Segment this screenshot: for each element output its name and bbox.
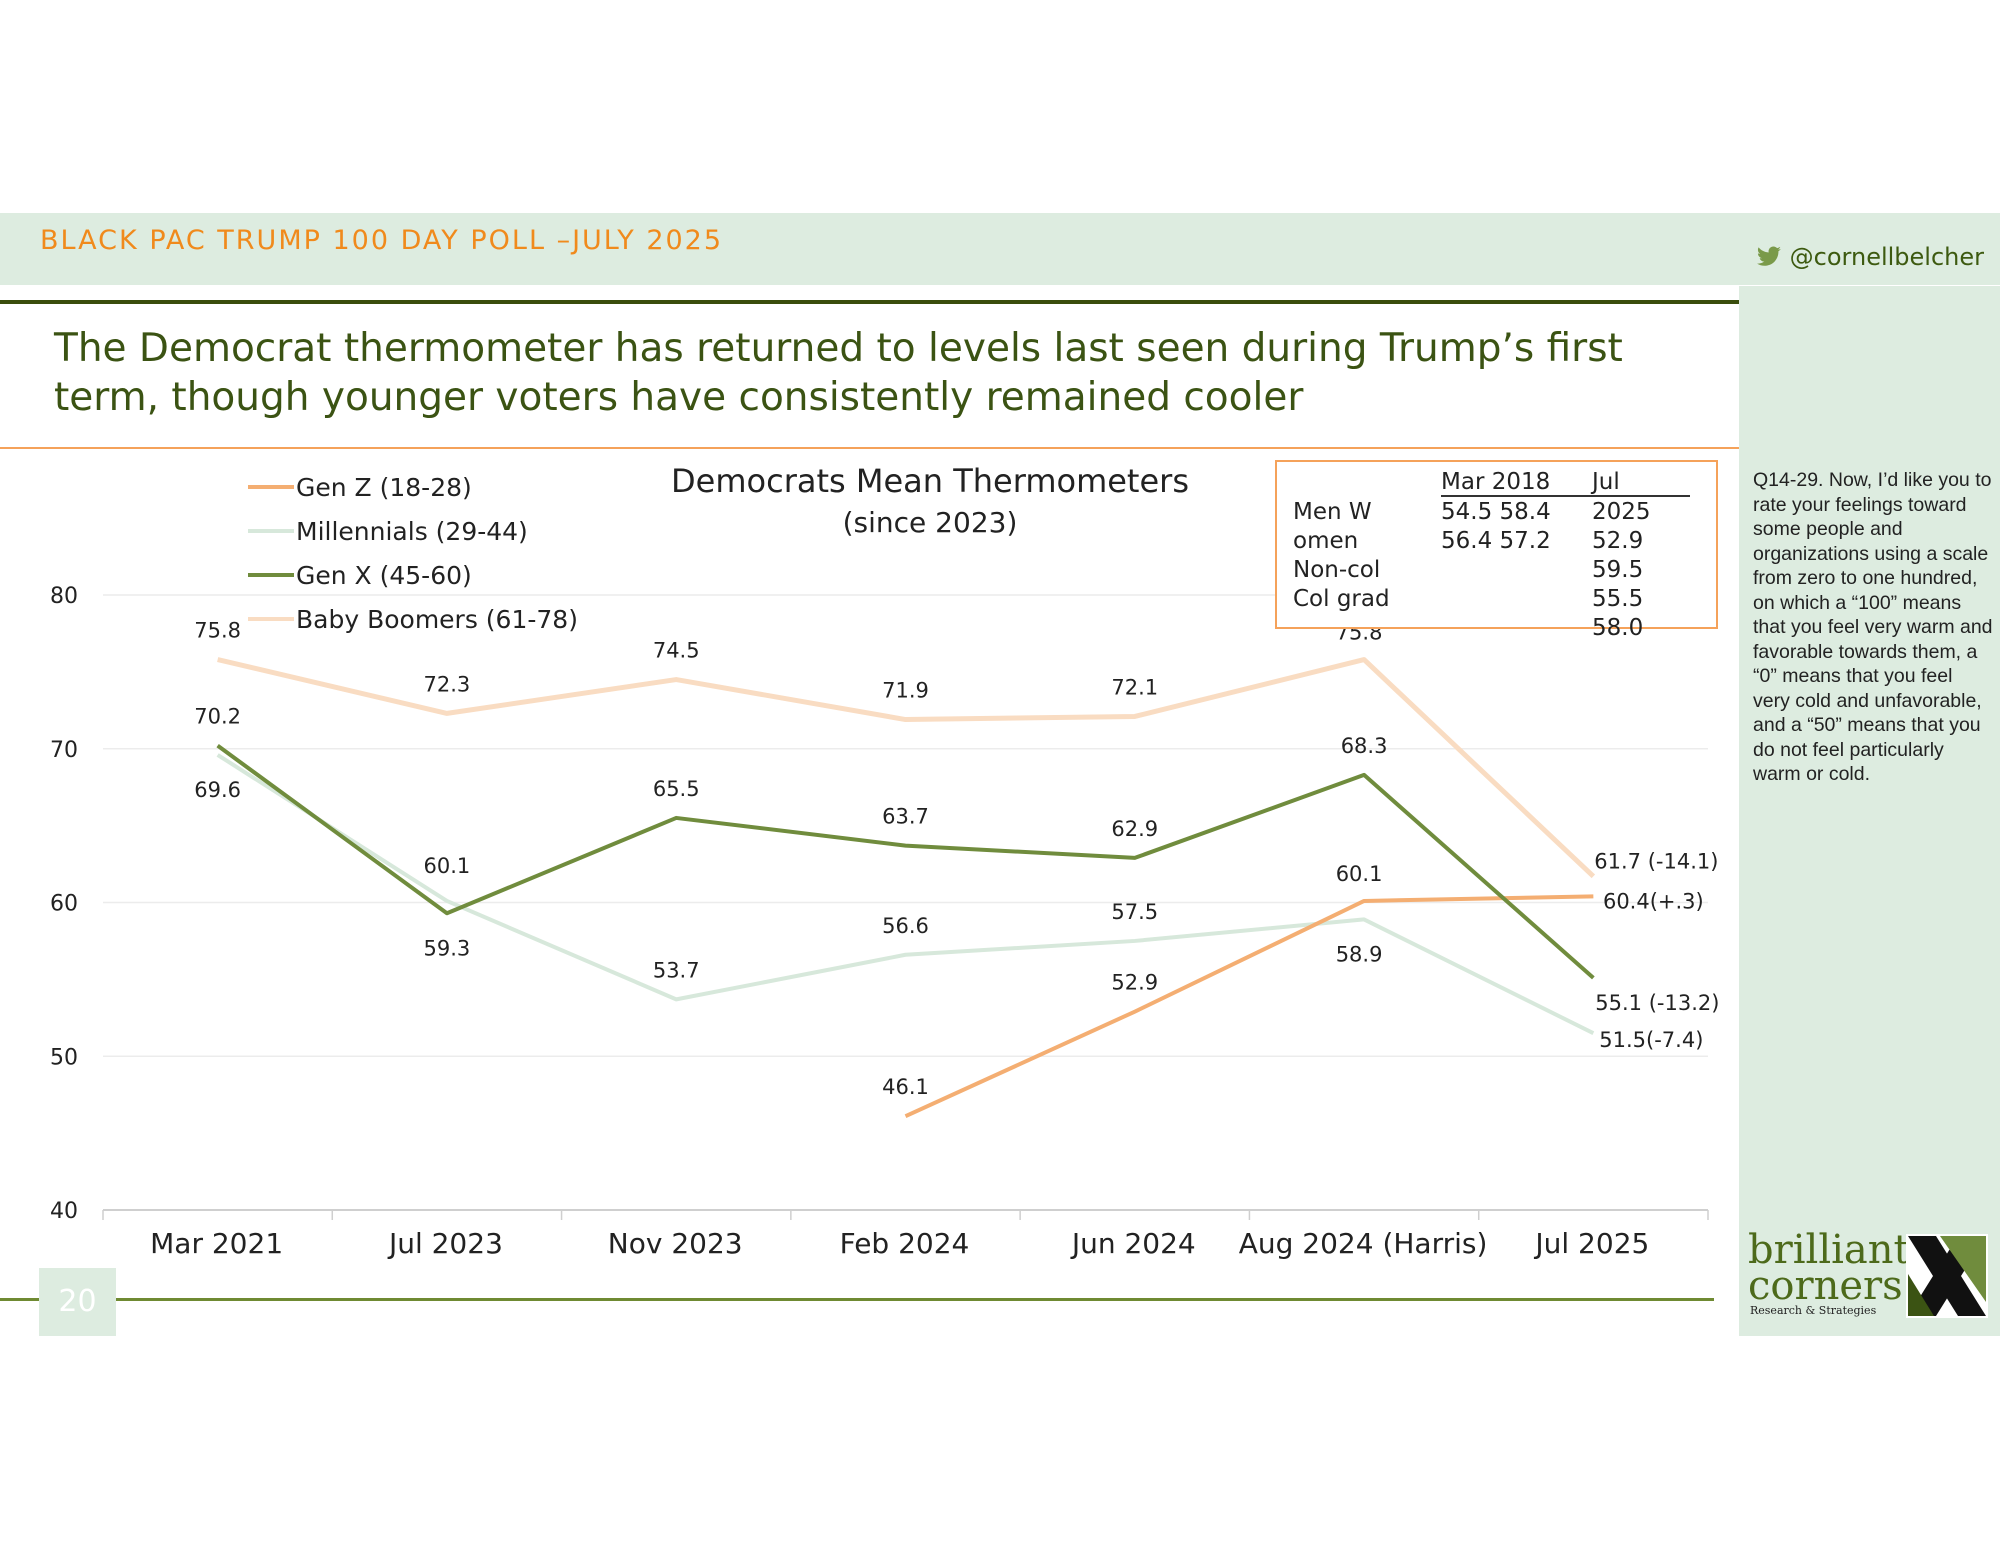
- footer-rule-left: [0, 1298, 39, 1301]
- y-tick-label: 60: [50, 892, 78, 917]
- data-label: 57.5: [1111, 900, 1158, 924]
- logo-tagline: Research & Strategies: [1750, 1304, 1877, 1317]
- page-number: 20: [39, 1268, 116, 1336]
- data-label: 55.1 (-13.2): [1595, 991, 1719, 1015]
- data-label: 74.5: [653, 639, 700, 663]
- inset-cell: 56.4 57.2: [1441, 528, 1551, 554]
- inset-col-mar2018: 54.5 58.4 56.4 57.2: [1441, 498, 1551, 556]
- logo-line-2: corners: [1748, 1263, 1903, 1309]
- legend-item-millennials: Millennials (29-44): [248, 509, 578, 553]
- x-tick-label: Feb 2024: [840, 1227, 970, 1260]
- data-label: 63.7: [882, 805, 929, 829]
- sidebar-panel: [1739, 286, 2000, 1336]
- inset-col-jul2025: 2025 52.9 59.5 55.5 58.0: [1592, 498, 1651, 643]
- x-tick-label: Nov 2023: [608, 1227, 743, 1260]
- logo-wordmark: brilliant corners: [1748, 1227, 1910, 1309]
- series-line: [217, 657, 1596, 879]
- twitter-bird-icon: [1756, 246, 1781, 266]
- logo-line-1: brilliant: [1748, 1227, 1910, 1273]
- data-label: 58.9: [1336, 942, 1383, 966]
- data-label: 68.3: [1341, 734, 1388, 758]
- data-label: 69.6: [194, 778, 241, 802]
- series-line: [904, 894, 1594, 1119]
- y-tick-label: 80: [50, 584, 78, 609]
- data-label: 52.9: [1111, 971, 1158, 995]
- data-label: 56.6: [882, 914, 929, 938]
- legend-label: Baby Boomers (61-78): [296, 604, 578, 634]
- inset-cell: 55.5: [1592, 586, 1644, 612]
- slide-headline: The Democrat thermometer has returned to…: [54, 326, 1623, 420]
- data-label: 59.3: [424, 936, 471, 960]
- inset-label: Non-col: [1293, 557, 1381, 583]
- series-line: [216, 744, 1595, 980]
- legend-swatch: [248, 485, 294, 489]
- data-label: 60.4(+.3): [1603, 889, 1704, 913]
- data-label: 46.1: [882, 1075, 929, 1099]
- legend-label: Gen Z (18-28): [296, 472, 472, 502]
- inset-label: omen: [1293, 528, 1359, 554]
- line-chart: 40 50 60 70 80 Mar 2021 Jul 2023 Nov 2023 Feb 20…: [50, 584, 1719, 1260]
- y-tick-label: 70: [50, 738, 78, 763]
- x-tick-label: Mar 2021: [150, 1227, 283, 1260]
- data-label: 60.1: [424, 854, 471, 878]
- headline-divider: [0, 447, 1739, 449]
- header-divider: [0, 300, 2000, 304]
- twitter-handle[interactable]: @cornellbelcher: [1756, 243, 1984, 271]
- x-tick-label: Jun 2024: [1070, 1227, 1196, 1260]
- header-band: [0, 213, 2000, 285]
- data-label: 71.9: [882, 679, 929, 703]
- inset-cell: 58.0: [1592, 615, 1644, 641]
- handle-text: @cornellbelcher: [1789, 243, 1984, 271]
- data-label: 53.7: [653, 958, 700, 982]
- legend-item-gen-z: Gen Z (18-28): [248, 465, 578, 509]
- inset-header-1: Mar 2018: [1441, 469, 1551, 495]
- x-tick-label: Aug 2024 (Harris): [1239, 1227, 1488, 1260]
- legend-item-gen-x: Gen X (45-60): [248, 553, 578, 597]
- legend-item-boomers: Baby Boomers (61-78): [248, 597, 578, 641]
- legend-swatch: [248, 529, 294, 533]
- legend-label: Gen X (45-60): [296, 560, 472, 590]
- data-label: 60.1: [1336, 862, 1383, 886]
- legend-label: Millennials (29-44): [296, 516, 528, 546]
- data-label: 62.9: [1111, 817, 1158, 841]
- report-title: BLACK PAC TRUMP 100 DAY POLL –JULY 2025: [40, 225, 724, 256]
- data-label: 65.5: [653, 777, 700, 801]
- data-label: 72.1: [1111, 675, 1158, 699]
- y-tick-label: 40: [50, 1199, 78, 1224]
- legend-swatch: [248, 573, 294, 577]
- inset-cell: 2025: [1592, 499, 1651, 525]
- x-tick-label: Jul 2025: [1533, 1227, 1649, 1260]
- inset-cell: 59.5: [1592, 557, 1644, 583]
- chart-subtitle: (since 2023): [842, 506, 1018, 539]
- chart-legend: Gen Z (18-28) Millennials (29-44) Gen X …: [248, 465, 578, 641]
- inset-table: Mar 2018 Jul Men W omen Non-col Col grad…: [1275, 460, 1718, 641]
- data-label: 75.8: [194, 619, 241, 643]
- data-label: 51.5(-7.4): [1599, 1028, 1703, 1052]
- inset-header-2: Jul: [1592, 469, 1620, 495]
- inset-cell: 54.5 58.4: [1441, 499, 1551, 525]
- y-tick-label: 50: [50, 1045, 78, 1070]
- inset-cell: 52.9: [1592, 528, 1644, 554]
- footer-rule: [116, 1298, 1714, 1301]
- data-label: 70.2: [194, 705, 241, 729]
- data-label: 72.3: [424, 672, 471, 696]
- logo-x-mark-icon: [1906, 1234, 1988, 1318]
- data-label: 61.7 (-14.1): [1594, 849, 1718, 873]
- company-logo: brilliant corners Research & Strategies: [1748, 1227, 1988, 1322]
- x-tick-label: Jul 2023: [387, 1227, 503, 1260]
- chart-title: Democrats Mean Thermometers: [671, 462, 1189, 500]
- legend-swatch: [248, 617, 294, 621]
- series-line: [216, 753, 1595, 1035]
- inset-row-labels: Men W omen Non-col Col grad: [1293, 498, 1390, 614]
- inset-header-rule: [1441, 495, 1690, 497]
- inset-label: Men W: [1293, 499, 1372, 525]
- question-note: Q14-29. Now, I’d like you to rate your f…: [1753, 469, 1993, 785]
- inset-label: Col grad: [1293, 586, 1390, 612]
